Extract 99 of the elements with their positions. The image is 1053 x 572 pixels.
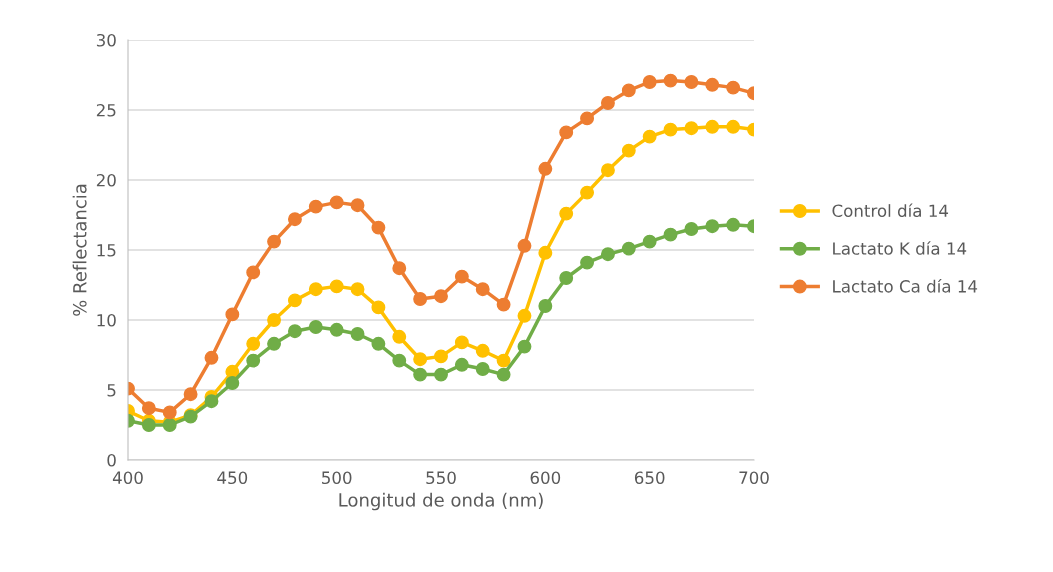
point: [413, 352, 428, 367]
y-tick-label: 5: [107, 384, 116, 397]
y-tick-label: 25: [96, 103, 116, 117]
point: [475, 282, 490, 297]
point: [392, 353, 407, 368]
point: [329, 195, 344, 210]
point: [538, 245, 553, 260]
point: [204, 394, 219, 409]
x-tick-label: 700: [739, 471, 769, 485]
point: [267, 336, 282, 351]
y-tick-label: 15: [97, 244, 116, 257]
point: [413, 292, 428, 306]
point: [580, 111, 595, 126]
point: [246, 353, 261, 368]
point: [726, 119, 741, 134]
point: [267, 313, 282, 327]
point: [371, 336, 386, 351]
point: [246, 336, 261, 351]
point: [600, 247, 615, 262]
point: [726, 217, 741, 232]
y-tick-label: 0: [107, 453, 116, 467]
point: [225, 307, 240, 322]
point: [141, 418, 156, 432]
x-tick-label: 450: [217, 471, 248, 485]
legend-label: Lactato Ca día 14: [833, 279, 978, 293]
point: [642, 234, 657, 249]
point: [350, 282, 365, 297]
point: [663, 122, 678, 137]
point: [726, 80, 741, 95]
point: [517, 238, 532, 253]
legend-label: Lactato K día 14: [833, 241, 967, 255]
legend-label: Control día 14: [832, 203, 949, 218]
x-tick-label: 550: [426, 471, 456, 485]
point: [162, 405, 177, 420]
point: [559, 125, 574, 140]
point: [705, 219, 720, 234]
point: [621, 143, 636, 158]
point: [517, 308, 532, 323]
point: [204, 350, 219, 365]
point: [454, 335, 469, 350]
point: [329, 322, 344, 337]
point: [434, 367, 448, 382]
point: [580, 255, 595, 270]
y-tick-label: 30: [96, 33, 116, 47]
point: [308, 320, 323, 334]
point: [496, 297, 511, 312]
x-tick-label: 400: [112, 471, 143, 485]
point: [496, 353, 511, 368]
point: [287, 212, 302, 227]
point: [371, 220, 386, 235]
point: [642, 75, 657, 89]
point: [517, 339, 532, 354]
point: [434, 289, 448, 304]
point: [287, 324, 302, 339]
point: [392, 329, 407, 344]
point: [287, 293, 302, 308]
y-axis-title: % Reflectancia: [72, 184, 87, 316]
point: [308, 282, 323, 297]
x-tick-label: 600: [530, 471, 561, 485]
point: [183, 387, 198, 402]
point: [684, 121, 699, 136]
point: [621, 83, 636, 98]
point: [538, 299, 553, 313]
point: [705, 77, 720, 92]
point: [663, 73, 678, 88]
point: [413, 367, 428, 382]
y-tick-label: 20: [96, 173, 116, 187]
point: [684, 75, 699, 89]
point: [663, 227, 678, 242]
point: [434, 349, 448, 364]
point: [267, 234, 282, 249]
point: [225, 376, 240, 390]
x-tick-label: 650: [634, 471, 665, 485]
point: [496, 367, 511, 382]
point: [600, 163, 615, 178]
point: [475, 343, 490, 358]
point: [454, 269, 469, 284]
point: [454, 357, 469, 372]
point: [329, 279, 344, 294]
point: [246, 265, 261, 280]
point: [308, 199, 323, 214]
point: [684, 222, 699, 236]
y-tick-label: 10: [97, 313, 116, 327]
point: [705, 119, 720, 134]
point: [350, 327, 365, 341]
point: [642, 129, 657, 144]
point: [141, 401, 156, 416]
point: [580, 185, 595, 200]
point: [538, 161, 553, 176]
x-axis-title: Longitud de onda (nm): [339, 492, 543, 511]
point: [559, 271, 574, 285]
point: [600, 96, 615, 110]
point: [475, 362, 490, 376]
point: [371, 300, 386, 315]
point: [559, 206, 574, 221]
point: [621, 241, 636, 256]
x-tick-label: 500: [322, 471, 352, 485]
point: [350, 198, 365, 213]
point: [392, 261, 407, 276]
